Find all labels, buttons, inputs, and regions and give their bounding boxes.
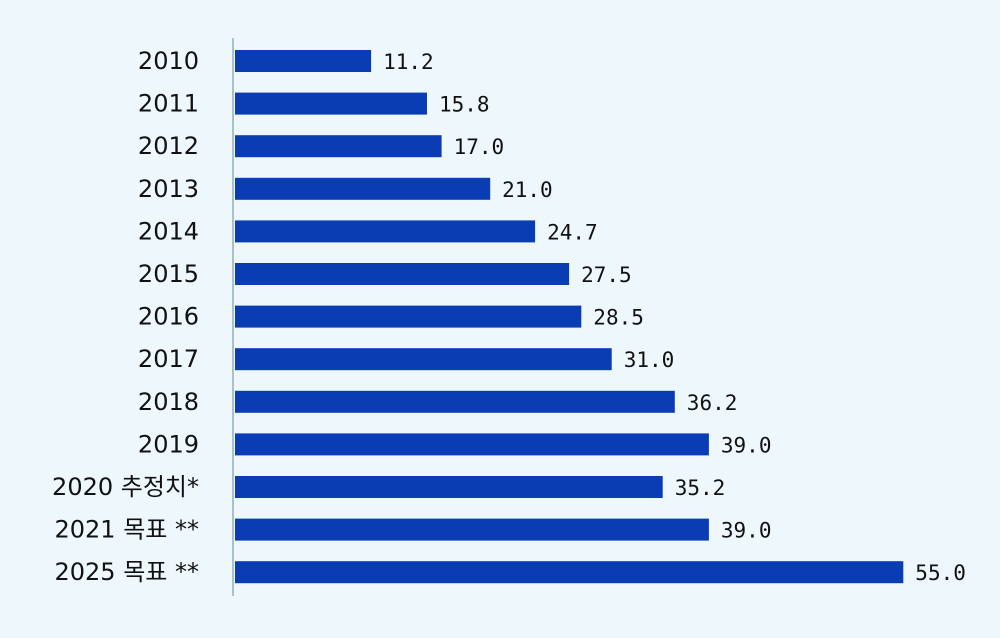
- bar-2: [235, 135, 442, 158]
- category-label-10: 2020 추정치*: [52, 473, 199, 501]
- value-label-10: 35.2: [675, 476, 726, 500]
- category-label-9: 2019: [138, 430, 199, 458]
- category-label-4: 2014: [138, 217, 199, 245]
- category-label-2: 2012: [138, 132, 199, 160]
- bar-group: [235, 50, 904, 584]
- value-label-5: 27.5: [581, 263, 632, 287]
- value-label-group: 11.215.8 17.0 21.0 24.7 27.5 28.5 31.0 36.2 39.0…: [383, 50, 966, 585]
- value-label-12: 55.0: [915, 561, 966, 585]
- value-label-8: 36.2: [687, 391, 738, 415]
- value-label-11: 39.0: [721, 519, 772, 543]
- bar-8: [235, 390, 675, 413]
- bar-7: [235, 348, 612, 371]
- category-label-1: 2011: [138, 90, 199, 118]
- value-label-3: 21.0: [502, 178, 553, 202]
- value-label-9: 39.0: [721, 433, 772, 457]
- bar-0: [235, 50, 372, 72]
- category-label-group: 2010 2011 2012 2013 2014 2015 2016 2017 2018 2019…: [52, 47, 199, 586]
- bar-5: [235, 263, 570, 285]
- value-label-4: 24.7: [547, 220, 598, 244]
- category-label-6: 2016: [138, 303, 199, 331]
- value-label-2: 17.0: [454, 135, 505, 159]
- category-label-8: 2018: [138, 388, 199, 416]
- category-label-12: 2025 목표 **: [55, 558, 200, 586]
- value-label-1: 15.8: [439, 93, 490, 117]
- category-label-0: 2010: [138, 47, 199, 75]
- category-label-11: 2021 목표 **: [55, 516, 200, 544]
- bar-11: [235, 518, 709, 541]
- value-label-6: 28.5: [593, 306, 644, 330]
- value-label-0: 11.2: [383, 50, 434, 74]
- category-label-5: 2015: [138, 260, 199, 288]
- bar-10: [235, 476, 663, 498]
- bar-6: [235, 305, 582, 328]
- category-label-3: 2013: [138, 175, 199, 203]
- value-label-7: 31.0: [624, 348, 675, 372]
- bar-1: [235, 92, 427, 115]
- bar-9: [235, 433, 709, 456]
- bar-12: [235, 561, 904, 584]
- bar-3: [235, 177, 491, 200]
- bar-4: [235, 220, 536, 243]
- category-label-7: 2017: [138, 345, 199, 373]
